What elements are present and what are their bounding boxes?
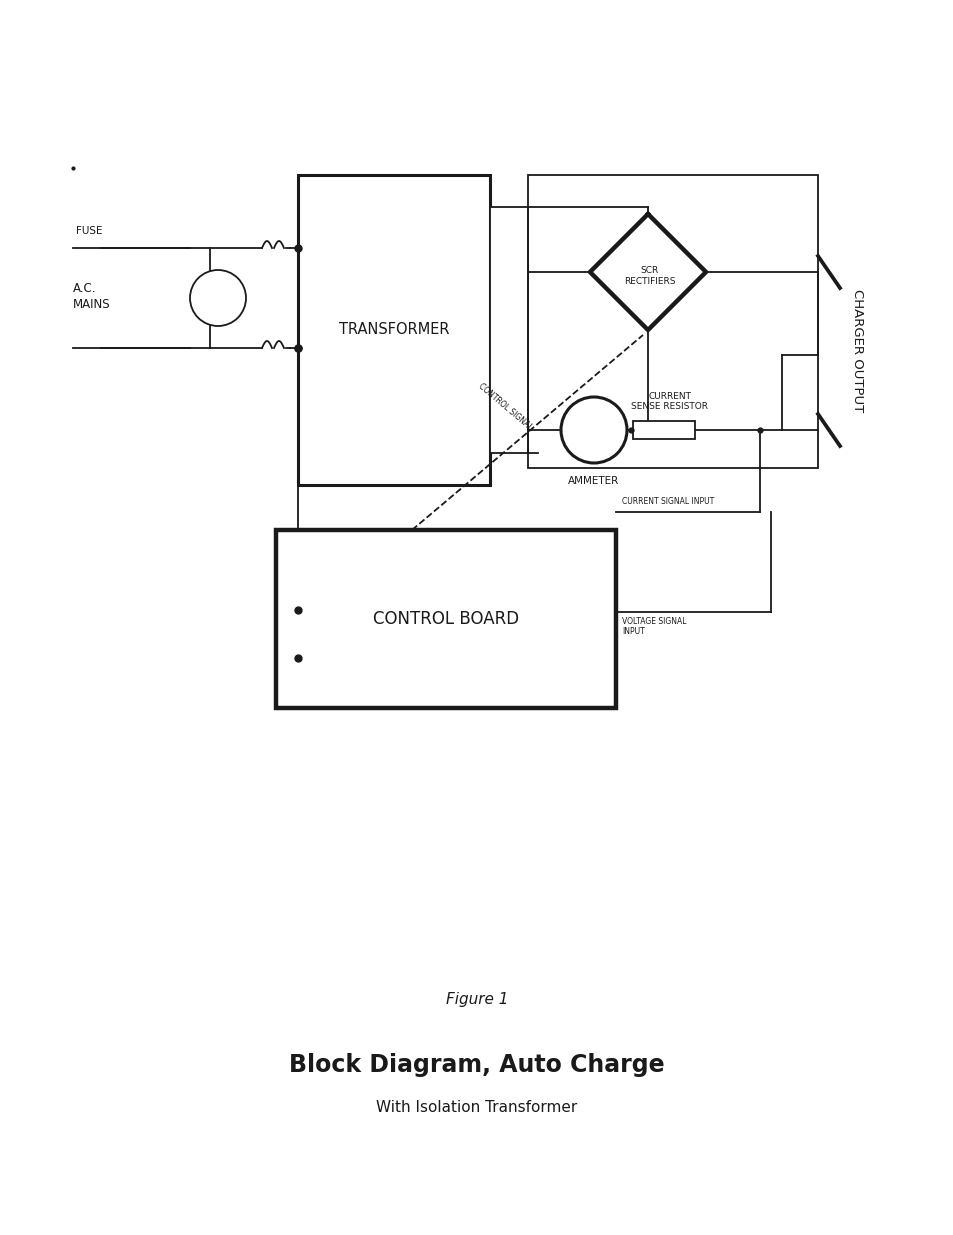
- Text: CURRENT SIGNAL INPUT: CURRENT SIGNAL INPUT: [621, 496, 714, 506]
- Text: Figure 1: Figure 1: [445, 993, 508, 1008]
- Text: CONTROL BOARD: CONTROL BOARD: [373, 610, 518, 629]
- Text: Block Diagram, Auto Charge: Block Diagram, Auto Charge: [289, 1053, 664, 1077]
- Text: CURRENT
SENSE RESISTOR: CURRENT SENSE RESISTOR: [631, 391, 708, 411]
- Text: With Isolation Transformer: With Isolation Transformer: [376, 1100, 577, 1115]
- Bar: [297, 175, 490, 485]
- Bar: [527, 175, 817, 468]
- Text: VOLTAGE SIGNAL
INPUT: VOLTAGE SIGNAL INPUT: [621, 616, 686, 636]
- Circle shape: [190, 270, 246, 326]
- Text: FUSE: FUSE: [76, 226, 102, 236]
- Text: A.C.
MAINS: A.C. MAINS: [73, 282, 111, 310]
- Text: TRANSFORMER: TRANSFORMER: [338, 322, 449, 337]
- Bar: [490, 207, 527, 453]
- Bar: [275, 530, 616, 708]
- Text: SCR
RECTIFIERS: SCR RECTIFIERS: [623, 266, 675, 287]
- Text: CHARGER OUTPUT: CHARGER OUTPUT: [851, 289, 863, 412]
- Text: CONTROL SIGNAL: CONTROL SIGNAL: [476, 382, 534, 432]
- Text: AMMETER: AMMETER: [568, 475, 619, 487]
- Circle shape: [560, 396, 626, 463]
- Bar: [633, 421, 695, 438]
